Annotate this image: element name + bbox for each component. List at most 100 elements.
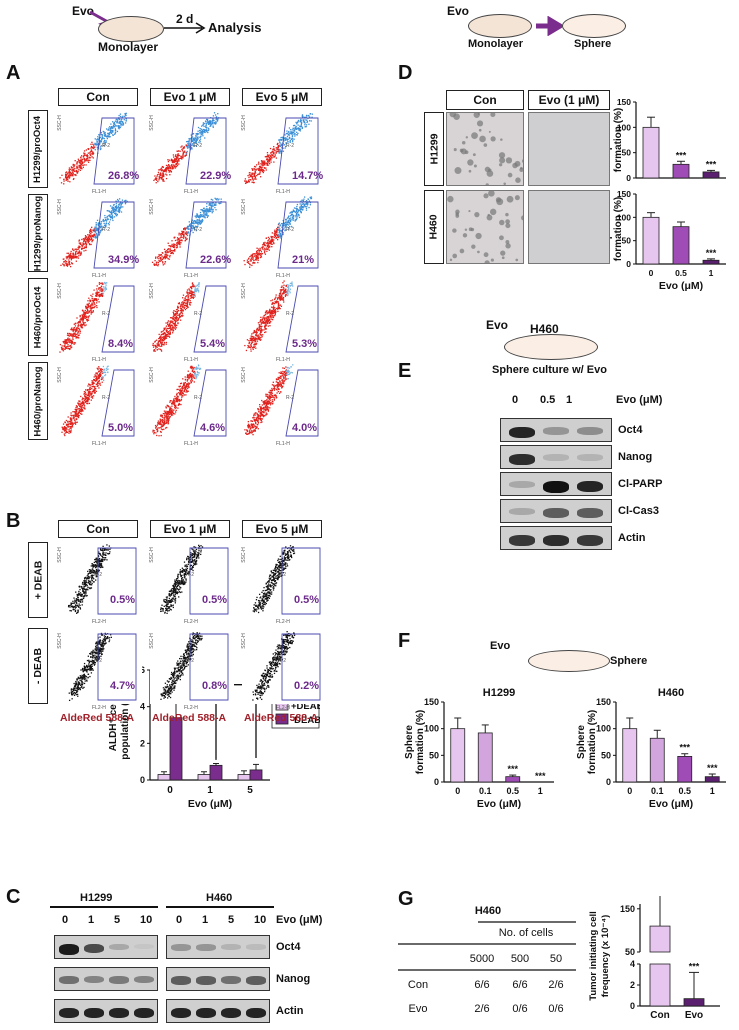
x-tick-label: 1 — [709, 268, 714, 278]
y-axis-label: formation (%) — [613, 108, 624, 172]
tumor-initiating-frequency-chart: 0 2 4 50 150 *** Con Evo Tumor initiating cell fr… — [588, 896, 720, 1021]
bar — [505, 776, 521, 783]
sphere-label: Sphere — [574, 38, 612, 50]
a-x-label: FL1-H — [92, 273, 106, 279]
y-tick-label: 0 — [626, 259, 631, 269]
sphere-formation-chart-f-h1299: 0 50 100 150 0 0.1 0.5 *** 1 *** Evo (μM) Sphere for… — [404, 687, 554, 810]
e-dose-label: 1 — [566, 394, 573, 406]
blot-band — [577, 535, 603, 546]
blot-band — [59, 976, 79, 984]
a-y-label: SSC-H — [240, 199, 247, 215]
a-y-label: SSC-H — [56, 115, 63, 131]
flow-plot — [58, 110, 142, 188]
blot-strip — [166, 967, 270, 991]
x-tick-label: 0.1 — [651, 786, 664, 796]
flow-plot — [58, 628, 142, 704]
a-x-label: FL1-H — [184, 189, 198, 195]
a-y-label: SSC-H — [56, 199, 63, 215]
significance-mark: *** — [706, 159, 717, 169]
table-title: H460 — [475, 905, 501, 917]
y-tick-label: 0 — [434, 777, 439, 787]
arrow-right-icon — [164, 22, 206, 34]
e-unit-label: Evo (μM) — [616, 394, 663, 406]
micrograph — [446, 112, 524, 186]
sphere-formation-chart-f-h460: 0 50 100 150 0 0.1 0.5 *** 1 *** Evo (μM) Sphere for… — [576, 687, 726, 810]
c-cell-label: H1299 — [80, 892, 113, 904]
blot-band — [84, 1008, 104, 1019]
y-axis-label: formation (%) — [613, 197, 624, 261]
y-axis-label: Tumor initiating cell — [588, 911, 599, 1001]
b-percent: 0.2% — [294, 680, 320, 692]
y-tick-label: 150 — [617, 97, 631, 107]
y-tick-label: 100 — [596, 724, 611, 734]
y-axis-label: Sphere — [404, 725, 415, 759]
flow-plot — [242, 542, 326, 618]
sphere-dish-icon — [562, 14, 626, 38]
duration-label: 2 d — [176, 12, 194, 26]
table-col: 50 — [550, 953, 562, 965]
b-y-label: SSC-H — [148, 633, 155, 649]
y-axis-label: frequency (x 10⁻⁴) — [600, 915, 611, 998]
x-tick-label: 0.5 — [678, 786, 691, 796]
b-x-label: FL2-H — [92, 705, 106, 711]
monolayer-dish-icon — [98, 16, 164, 42]
a-gate-label: R-2 — [194, 227, 203, 233]
y-axis-label: ALDH⁺ cell — [108, 699, 119, 752]
significance-mark: *** — [676, 150, 687, 160]
y-tick-label: 150 — [596, 697, 611, 707]
micrograph — [528, 190, 610, 264]
blot-band — [509, 508, 535, 516]
x-tick-label: 5 — [247, 785, 253, 796]
a-x-label: FL1-H — [184, 357, 198, 363]
x-tick-label: Con — [650, 1010, 669, 1021]
bar — [649, 925, 671, 953]
y-tick-label: 6 — [140, 665, 145, 675]
significance-mark: *** — [706, 248, 717, 258]
monolayer-label-right: Monolayer — [468, 38, 524, 50]
blot-band — [509, 454, 535, 466]
flow-plot — [150, 542, 234, 618]
panel-label-a: A — [6, 62, 21, 84]
y-tick-label: 150 — [617, 189, 631, 199]
a-col-header: Evo 1 μM — [150, 88, 230, 106]
bar — [249, 769, 263, 781]
flow-plot — [150, 110, 234, 188]
bar — [169, 717, 183, 781]
a-x-label: FL1-H — [92, 441, 106, 447]
blot-band — [221, 976, 241, 984]
b-y-label: SSC-H — [240, 633, 247, 649]
a-y-label: SSC-H — [148, 199, 155, 215]
panel-label-e: E — [398, 360, 412, 382]
f-sphere-dish-icon — [528, 650, 610, 672]
blot-strip — [54, 935, 158, 959]
a-percent: 22.6% — [200, 254, 232, 266]
b-x-label: FL2-H — [276, 619, 290, 625]
bar — [649, 963, 671, 1007]
blot-band — [59, 1008, 79, 1019]
y-tick-label: 2 — [630, 980, 635, 990]
chart-title: H460 — [658, 687, 684, 699]
bar — [642, 126, 660, 179]
blot-strip — [54, 999, 158, 1023]
x-tick-label: 1 — [710, 786, 715, 796]
a-y-label: SSC-H — [240, 367, 247, 383]
c-dose-label: 5 — [114, 914, 121, 926]
blot-band — [221, 1008, 241, 1019]
x-axis-label: Evo (μM) — [659, 280, 703, 292]
bar — [622, 728, 638, 783]
x-axis-label: Evo (μM) — [477, 798, 521, 810]
c-dose-label: 10 — [254, 914, 267, 926]
analysis-label: Analysis — [208, 20, 262, 35]
blot-band — [109, 976, 129, 984]
c-band-label: Oct4 — [276, 941, 301, 953]
e-evo-label: Evo — [486, 318, 509, 332]
blot-band — [246, 976, 266, 985]
blot-band — [196, 976, 216, 985]
y-tick-label: 100 — [617, 212, 631, 222]
limiting-dilution-table: H460 No. of cells 5000 500 50 Con 6/6 6/6 2/6 Evo… — [398, 905, 576, 1015]
blot-band — [109, 944, 129, 951]
table-cell: 2/6 — [474, 1003, 489, 1015]
a-gate-label: R-2 — [286, 143, 295, 149]
panel-label-d: D — [398, 62, 413, 84]
